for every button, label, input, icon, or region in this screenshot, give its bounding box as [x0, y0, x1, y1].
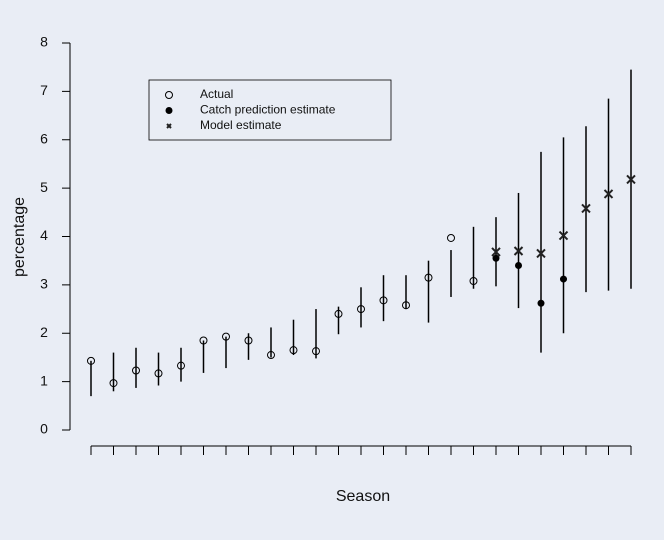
- legend-box: [148, 79, 392, 141]
- prediction-point: [165, 107, 173, 114]
- actual-point: [357, 305, 365, 314]
- actual-point: [109, 379, 118, 388]
- actual-point: [402, 301, 410, 310]
- model-point: [166, 123, 172, 129]
- model-point: [581, 203, 591, 214]
- actual-point: [132, 366, 140, 375]
- y-tick-label: 6: [40, 130, 48, 146]
- actual-point: [165, 91, 173, 99]
- model-point: [558, 230, 569, 241]
- actual-point: [154, 369, 163, 378]
- y-axis-label: percentage: [11, 197, 28, 277]
- model-point: [491, 247, 501, 257]
- y-tick-label: 2: [40, 324, 48, 340]
- actual-point: [447, 233, 455, 242]
- prediction-point: [560, 275, 567, 283]
- actual-point: [267, 351, 275, 360]
- y-tick-label: 3: [40, 276, 48, 292]
- prediction-point: [515, 262, 522, 270]
- actual-point: [424, 273, 433, 282]
- actual-point: [199, 336, 208, 345]
- model-point: [603, 189, 614, 199]
- actual-point: [222, 332, 230, 341]
- actual-point: [177, 361, 185, 370]
- y-tick-label: 8: [40, 34, 48, 50]
- actual-point: [334, 309, 343, 318]
- y-tick-label: 0: [40, 421, 48, 437]
- actual-point: [312, 347, 320, 356]
- actual-point: [469, 277, 478, 286]
- model-point: [513, 246, 524, 256]
- prediction-point: [537, 299, 545, 307]
- actual-point: [289, 346, 298, 355]
- y-tick-label: 1: [40, 372, 48, 388]
- model-point: [626, 174, 636, 185]
- model-point: [536, 248, 546, 259]
- actual-point: [379, 296, 388, 305]
- y-tick-label: 7: [40, 82, 48, 98]
- legend-label: Catch prediction estimate: [200, 103, 336, 117]
- legend-label: Actual: [200, 87, 233, 101]
- prediction-point: [492, 254, 500, 262]
- legend-label: Model estimate: [200, 118, 282, 132]
- y-tick-label: 4: [40, 227, 48, 243]
- y-tick-label: 5: [40, 179, 48, 195]
- actual-point: [87, 356, 95, 365]
- x-axis-label: Season: [336, 488, 390, 505]
- actual-point: [244, 336, 253, 345]
